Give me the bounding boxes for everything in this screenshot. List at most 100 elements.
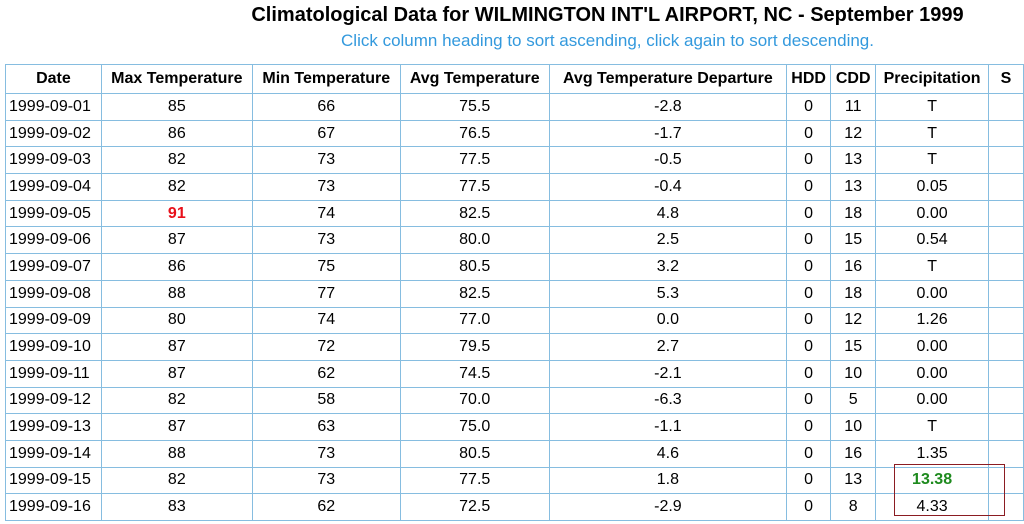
table-row: 1999-09-07 86 75 80.5 3.2 0 16 T [5, 253, 1024, 281]
column-heading[interactable]: Max Temperature [100, 64, 253, 94]
table-cell: 4.6 [548, 439, 788, 468]
table-cell: 0.00 [875, 333, 989, 361]
table-row: 1999-09-16 83 62 72.5 -2.9 0 8 4.33 [5, 493, 1024, 521]
table-cell: 80.5 [399, 253, 550, 281]
column-heading[interactable]: Min Temperature [251, 64, 401, 94]
table-cell [987, 413, 1024, 441]
table-cell: 82 [100, 466, 253, 495]
table-cell: -0.4 [548, 173, 788, 201]
column-heading[interactable]: Date [5, 64, 102, 94]
table-cell: 82 [100, 386, 253, 415]
table-cell: 73 [251, 439, 401, 468]
table-row: 1999-09-10 87 72 79.5 2.7 0 15 0.00 [5, 333, 1024, 361]
table-cell: 82 [100, 146, 253, 175]
table-row: 1999-09-11 87 62 74.5 -2.1 0 10 0.00 [5, 359, 1024, 388]
column-heading[interactable]: HDD [786, 64, 832, 94]
table-cell: 0 [786, 333, 832, 361]
table-cell [987, 386, 1024, 415]
table-cell: 13 [830, 466, 877, 495]
table-cell: 72.5 [399, 493, 550, 521]
table-cell: 70.0 [399, 386, 550, 415]
table-cell: 0.54 [875, 226, 989, 255]
table-cell: 1999-09-05 [5, 199, 102, 228]
table-cell: 1999-09-04 [5, 173, 102, 201]
table-cell [987, 253, 1024, 281]
table-cell: T [875, 253, 989, 281]
table-row: 1999-09-13 87 63 75.0 -1.1 0 10 T [5, 413, 1024, 441]
table-cell: 0 [786, 413, 832, 441]
table-cell: 18 [830, 199, 877, 228]
table-cell: 62 [251, 359, 401, 388]
column-heading[interactable]: Precipitation [875, 64, 989, 94]
table-cell: 13 [830, 173, 877, 201]
table-cell: 1.8 [548, 466, 788, 495]
table-cell: 87 [100, 413, 253, 441]
table-cell: 0 [786, 146, 832, 175]
column-heading[interactable]: Avg Temperature [399, 64, 550, 94]
table-cell: 74.5 [399, 359, 550, 388]
table-cell: -1.1 [548, 413, 788, 441]
table-cell: 0 [786, 466, 832, 495]
table-cell: 1999-09-08 [5, 279, 102, 308]
table-cell: 1999-09-03 [5, 146, 102, 175]
column-heading[interactable]: Avg Temperature Departure [548, 64, 788, 94]
table-cell: 5.3 [548, 279, 788, 308]
table-cell: 5 [830, 386, 877, 415]
table-cell: 1999-09-15 [5, 466, 102, 495]
table-row: 1999-09-14 88 73 80.5 4.6 0 16 1.35 [5, 439, 1024, 468]
table-cell [987, 359, 1024, 388]
table-cell: 1.26 [875, 306, 989, 335]
table-cell: 82.5 [399, 279, 550, 308]
climate-table: Date Max Temperature Min Temperature Avg Te… [5, 64, 1024, 521]
table-cell: 77.0 [399, 306, 550, 335]
table-cell: 0 [786, 119, 832, 148]
table-cell [987, 466, 1024, 495]
table-cell: T [875, 413, 989, 441]
table-cell: 0 [786, 306, 832, 335]
highlight-box [894, 464, 1005, 516]
table-cell: T [875, 119, 989, 148]
column-heading[interactable]: S [987, 64, 1024, 94]
table-cell: 80.0 [399, 226, 550, 255]
table-cell: -2.9 [548, 493, 788, 521]
table-cell: -2.1 [548, 359, 788, 388]
table-cell: 2.5 [548, 226, 788, 255]
table-cell: 12 [830, 119, 877, 148]
table-cell: 77.5 [399, 146, 550, 175]
table-cell: 87 [100, 333, 253, 361]
table-cell [987, 333, 1024, 361]
table-cell: 10 [830, 413, 877, 441]
table-row: 1999-09-02 86 67 76.5 -1.7 0 12 T [5, 119, 1024, 148]
table-cell: 2.7 [548, 333, 788, 361]
table-cell: 63 [251, 413, 401, 441]
table-cell: 1999-09-16 [5, 493, 102, 521]
table-cell: 75 [251, 253, 401, 281]
table-cell: 77.5 [399, 466, 550, 495]
table-cell: 3.2 [548, 253, 788, 281]
table-cell: 16 [830, 253, 877, 281]
table-cell: 62 [251, 493, 401, 521]
table-cell: 58 [251, 386, 401, 415]
table-cell: 67 [251, 119, 401, 148]
table-cell: 73 [251, 466, 401, 495]
column-heading[interactable]: CDD [830, 64, 877, 94]
table-row: 1999-09-06 87 73 80.0 2.5 0 15 0.54 [5, 226, 1024, 255]
table-cell: 11 [830, 93, 877, 121]
table-cell: 15 [830, 226, 877, 255]
table-cell: 15 [830, 333, 877, 361]
table-cell: 85 [100, 93, 253, 121]
table-cell [987, 439, 1024, 468]
table-cell: 76.5 [399, 119, 550, 148]
table-cell: 82.5 [399, 199, 550, 228]
table-cell: 66 [251, 93, 401, 121]
table-cell: 0.00 [875, 199, 989, 228]
table-cell: 77 [251, 279, 401, 308]
table-cell [987, 146, 1024, 175]
table-cell: T [875, 146, 989, 175]
page-title: Climatological Data for WILMINGTON INT'L… [251, 4, 964, 26]
table-cell: 74 [251, 306, 401, 335]
table-cell: 1999-09-10 [5, 333, 102, 361]
table-cell: 0 [786, 359, 832, 388]
table-cell [987, 173, 1024, 201]
table-cell [987, 493, 1024, 521]
